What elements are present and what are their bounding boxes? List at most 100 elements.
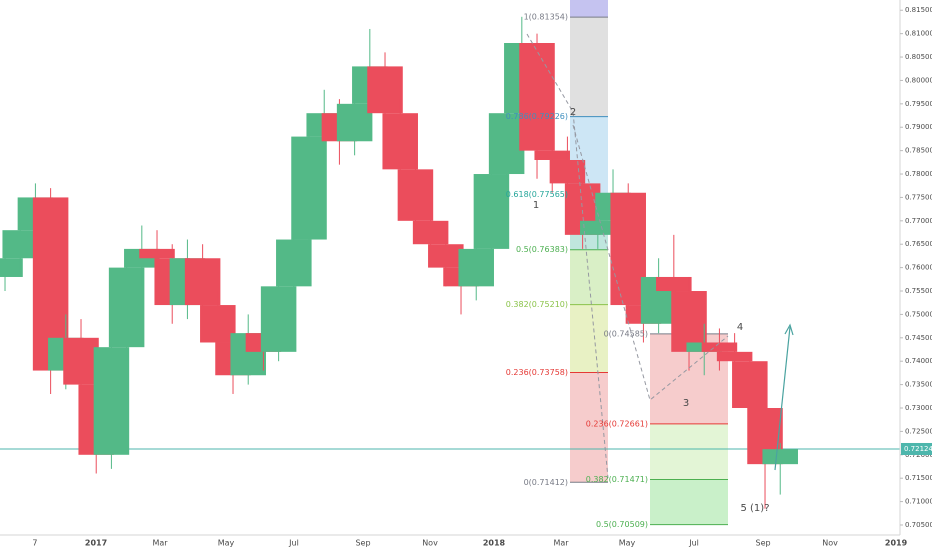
y-tick-label: 0.78500 <box>905 147 932 155</box>
y-tick-label: 0.70500 <box>905 521 932 529</box>
x-tick-label: Jul <box>288 539 299 548</box>
fib-label: 0.236(0.73758) <box>506 368 568 377</box>
fib-band <box>570 249 608 305</box>
candle-body <box>716 351 753 362</box>
candle-body <box>428 244 464 268</box>
candle-body <box>534 150 570 160</box>
candles <box>0 16 798 509</box>
x-tick-label: 2017 <box>85 539 107 548</box>
fib-label: 0.5(0.70509) <box>596 520 648 529</box>
fib-band <box>570 372 608 483</box>
candle-body <box>93 347 130 455</box>
fib-band <box>570 17 608 117</box>
fib-band <box>650 423 728 480</box>
candle-body <box>671 291 707 352</box>
candle-body <box>367 66 403 114</box>
y-tick-label: 0.73500 <box>905 381 932 389</box>
x-tick-label: Jul <box>688 539 699 548</box>
wave-label: 1 <box>533 200 539 211</box>
fib-bands <box>570 0 728 525</box>
candle-body <box>488 113 525 175</box>
y-tick-label: 0.79000 <box>905 123 932 131</box>
arrow-head <box>784 323 794 336</box>
y-tick-label: 0.78000 <box>905 170 932 178</box>
fib-label: 0.5(0.76383) <box>516 245 568 254</box>
y-tick-label: 0.80000 <box>905 76 932 84</box>
y-tick-label: 0.73000 <box>905 404 932 412</box>
wave-label: 3 <box>683 398 689 409</box>
x-tick-label: 2018 <box>483 539 506 548</box>
y-tick-label: 0.72500 <box>905 427 932 435</box>
y-tick-label: 0.75500 <box>905 287 932 295</box>
x-tick-label: Mar <box>553 539 569 548</box>
candle-body <box>2 230 38 259</box>
candle-body <box>549 159 586 184</box>
y-tick-label: 0.81500 <box>905 6 932 14</box>
y-tick-label: 0.76000 <box>905 264 932 272</box>
fib-label: 0(0.71412) <box>524 478 568 487</box>
y-tick-label: 0.76500 <box>905 240 932 248</box>
arrow <box>774 323 794 471</box>
last-price-label: 0.72124 <box>904 445 932 453</box>
candle-body <box>276 239 312 287</box>
fib-label: 0.382(0.75210) <box>506 300 568 309</box>
labels: 1(0.81354) 0.786(0.79226) 0.618(0.77565) 0.… <box>506 13 770 529</box>
candle-body <box>762 449 798 465</box>
dashed-line <box>526 33 609 479</box>
x-tick-label: Sep <box>756 539 771 548</box>
candle-body <box>63 337 99 385</box>
candle-body <box>580 220 616 235</box>
fib-label: 0.786(0.79226) <box>506 112 568 121</box>
candle-body <box>382 113 418 170</box>
fib-band <box>570 304 608 373</box>
candle-body <box>200 305 236 343</box>
candle-body <box>656 276 692 292</box>
wave-label: 5 (1)? <box>740 503 769 514</box>
y-tick-label: 0.74000 <box>905 357 932 365</box>
candle-body <box>291 136 327 240</box>
y-tick-label: 0.79500 <box>905 100 932 108</box>
dashed-line <box>572 124 729 401</box>
y-tick-label: 0.80500 <box>905 53 932 61</box>
last-price-box <box>901 442 932 455</box>
fib-label: 0(0.74585) <box>604 329 648 338</box>
price-axis <box>900 0 932 550</box>
candle-body <box>412 220 449 245</box>
candle-body <box>701 342 738 352</box>
y-tick-label: 0.77000 <box>905 217 932 225</box>
y-tick-label: 0.77500 <box>905 193 932 201</box>
wave-lines <box>526 33 729 479</box>
candle-body <box>732 361 768 409</box>
y-tick-label: 0.75000 <box>905 310 932 318</box>
fib-label: 0.618(0.77565) <box>506 190 568 199</box>
axes: 0.705000.710000.715000.720000.725000.730… <box>32 6 932 548</box>
y-tick-label: 0.71500 <box>905 474 932 482</box>
fib-band <box>650 479 728 525</box>
y-tick-label: 0.71000 <box>905 498 932 506</box>
candle-body <box>184 258 221 306</box>
x-tick-label: Nov <box>422 539 438 548</box>
candle-body <box>397 169 434 221</box>
candle-body <box>336 103 373 142</box>
x-tick-label: 7 <box>32 539 37 548</box>
candle-body <box>108 267 145 348</box>
x-tick-label: 2019 <box>885 539 908 548</box>
candle-body <box>473 174 510 249</box>
candle-body <box>610 192 646 306</box>
fib-label: 0.236(0.72661) <box>586 419 648 428</box>
y-tick-label: 0.81000 <box>905 30 932 38</box>
x-tick-label: May <box>218 539 235 548</box>
x-tick-label: May <box>619 539 636 548</box>
candle-body <box>139 248 175 259</box>
wave-label: 4 <box>737 322 743 333</box>
arrow-line <box>774 326 791 471</box>
candle-body <box>0 258 23 277</box>
fib-label: 0.382(0.71471) <box>586 475 648 484</box>
x-tick-label: Mar <box>153 539 169 548</box>
fib-label: 1(0.81354) <box>524 13 568 22</box>
x-tick-label: Sep <box>355 539 370 548</box>
candle-body <box>260 286 297 352</box>
candle-body <box>458 248 494 287</box>
candle-body <box>519 43 555 151</box>
